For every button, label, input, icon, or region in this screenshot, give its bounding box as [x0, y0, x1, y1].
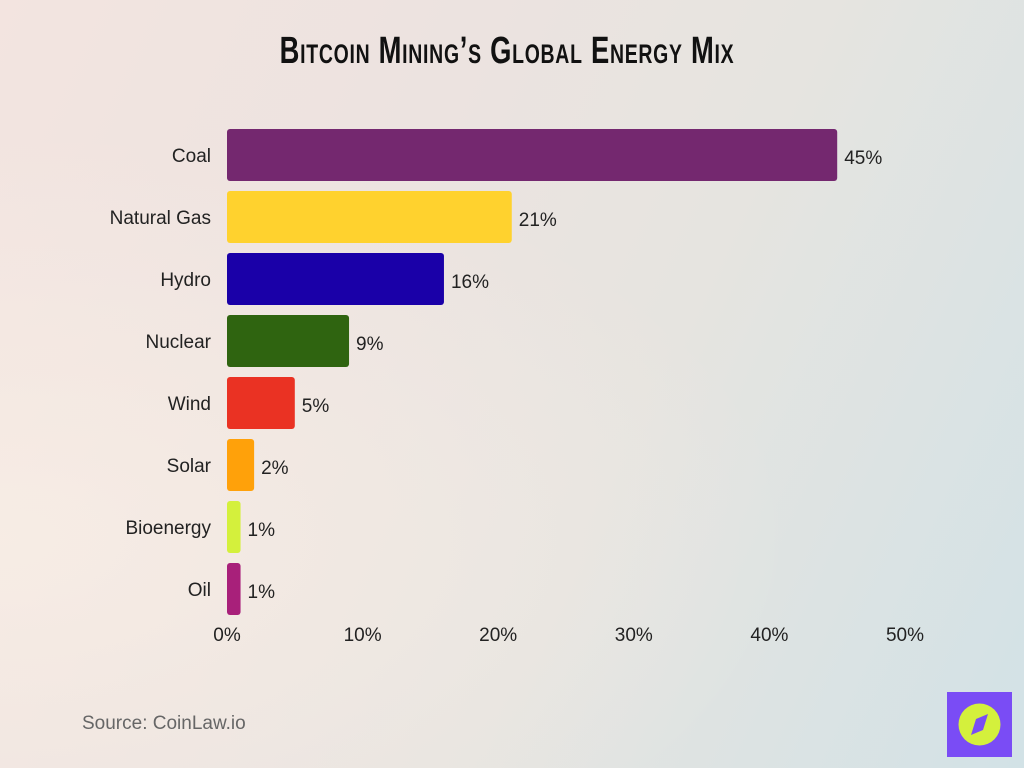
value-label: 45% — [844, 148, 882, 169]
bar — [227, 377, 295, 429]
category-label: Hydro — [160, 270, 211, 291]
bar — [227, 191, 512, 243]
category-label: Bioenergy — [125, 518, 211, 539]
bar — [227, 439, 255, 491]
bar — [227, 129, 838, 181]
value-label: 5% — [302, 396, 330, 417]
chart-title: Bitcoin Mining’s Global Energy Mix — [279, 30, 735, 72]
value-label: 1% — [248, 520, 276, 541]
compass-icon — [958, 703, 1001, 746]
bar — [227, 315, 350, 367]
x-tick-label: 0% — [213, 625, 241, 646]
category-label: Solar — [167, 456, 212, 477]
x-tick-label: 50% — [886, 625, 924, 646]
category-label: Natural Gas — [110, 208, 211, 229]
x-tick-label: 40% — [750, 625, 788, 646]
value-label: 21% — [519, 210, 557, 231]
x-tick-label: 10% — [344, 625, 382, 646]
value-label: 9% — [356, 334, 384, 355]
value-label: 16% — [451, 272, 489, 293]
category-label: Oil — [188, 580, 211, 601]
value-label: 2% — [261, 458, 289, 479]
x-tick-label: 30% — [615, 625, 653, 646]
source-note: Source: CoinLaw.io — [82, 713, 246, 734]
category-label: Wind — [168, 394, 211, 415]
bar — [227, 253, 444, 305]
brand-logo — [947, 692, 1012, 757]
value-label: 1% — [248, 582, 276, 603]
bar — [227, 501, 241, 553]
category-label: Coal — [172, 146, 211, 167]
category-label: Nuclear — [146, 332, 212, 353]
x-tick-label: 20% — [479, 625, 517, 646]
bar — [227, 563, 241, 615]
